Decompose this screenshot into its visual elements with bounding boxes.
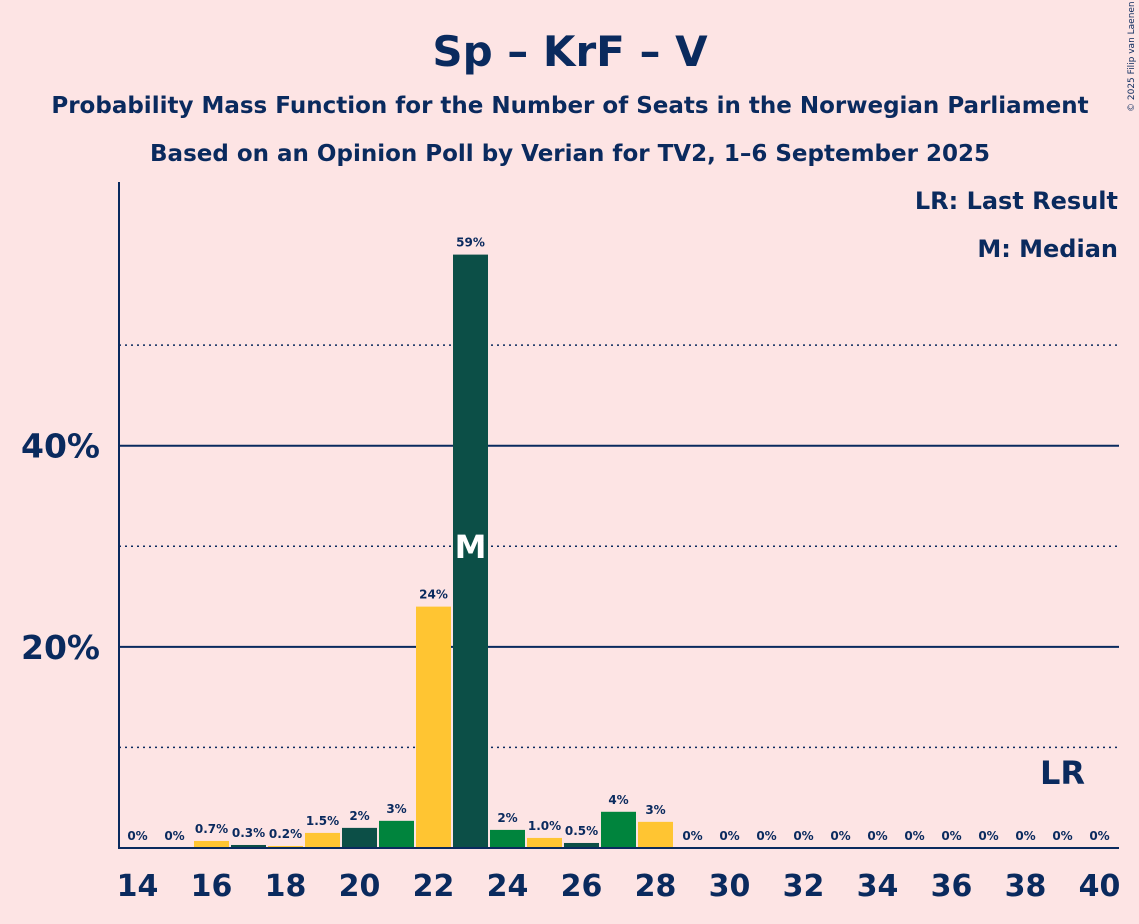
x-tick-label: 22 <box>413 869 455 904</box>
value-label-19: 1.5% <box>306 814 339 828</box>
x-tick-label: 16 <box>191 869 233 904</box>
median-marker: M <box>455 528 487 566</box>
bar-21 <box>379 820 414 848</box>
bar-26 <box>564 842 599 848</box>
x-tick-label: 24 <box>487 869 529 904</box>
chart-title: Sp – KrF – V <box>432 27 708 76</box>
x-tick-label: 40 <box>1079 869 1121 904</box>
bars <box>194 254 673 849</box>
value-label-26: 0.5% <box>565 824 598 838</box>
x-tick-label: 20 <box>339 869 381 904</box>
bar-24 <box>490 829 525 848</box>
grid-lines <box>119 344 1119 749</box>
value-label-15: 0% <box>164 829 184 843</box>
value-label-37: 0% <box>978 829 998 843</box>
value-label-39: 0% <box>1052 829 1072 843</box>
value-label-25: 1.0% <box>528 819 561 833</box>
value-label-33: 0% <box>830 829 850 843</box>
y-tick-labels: 20% 40% <box>21 427 100 667</box>
copyright-notice: © 2025 Filip van Laenen <box>1127 1 1137 112</box>
value-label-31: 0% <box>756 829 776 843</box>
value-label-22: 24% <box>419 588 448 602</box>
x-tick-label: 18 <box>265 869 307 904</box>
value-label-14: 0% <box>127 829 147 843</box>
bar-25 <box>527 837 562 848</box>
last-result-marker: LR <box>1040 754 1085 792</box>
legend-last-result: LR: Last Result <box>915 187 1118 215</box>
value-label-17: 0.3% <box>232 826 265 840</box>
x-tick-labels: 14 16 18 20 22 24 26 28 30 32 34 36 38 40 <box>117 869 1121 904</box>
value-label-18: 0.2% <box>269 827 302 841</box>
chart-subtitle-line-2: Based on an Opinion Poll by Verian for T… <box>150 141 990 167</box>
chart-subtitle-line-1: Probability Mass Function for the Number… <box>51 93 1088 119</box>
x-tick-label: 26 <box>561 869 603 904</box>
value-label-38: 0% <box>1015 829 1035 843</box>
value-label-20: 2% <box>349 809 369 823</box>
bar-22 <box>416 606 451 848</box>
x-tick-label: 34 <box>857 869 899 904</box>
value-label-16: 0.7% <box>195 822 228 836</box>
value-label-36: 0% <box>941 829 961 843</box>
x-tick-label: 38 <box>1005 869 1047 904</box>
x-tick-label: 32 <box>783 869 825 904</box>
x-tick-label: 30 <box>709 869 751 904</box>
value-label-30: 0% <box>719 829 739 843</box>
value-label-35: 0% <box>904 829 924 843</box>
bar-16 <box>194 840 229 848</box>
value-label-27: 4% <box>608 793 628 807</box>
bar-28 <box>638 821 673 848</box>
value-label-21: 3% <box>386 802 406 816</box>
bar-20 <box>342 827 377 848</box>
bar-18 <box>268 845 303 848</box>
x-tick-label: 36 <box>931 869 973 904</box>
value-label-34: 0% <box>867 829 887 843</box>
value-label-24: 2% <box>497 811 517 825</box>
x-tick-label: 14 <box>117 869 159 904</box>
value-label-40: 0% <box>1089 829 1109 843</box>
value-label-29: 0% <box>682 829 702 843</box>
legend-median: M: Median <box>977 235 1118 263</box>
value-labels: 0% 0% 0.7% 0.3% 0.2% 1.5% 2% 3% 24% 59% 2% 1.0% 0.5%… <box>127 236 1109 843</box>
x-tick-label: 28 <box>635 869 677 904</box>
value-label-32: 0% <box>793 829 813 843</box>
value-label-23: 59% <box>456 236 485 250</box>
bar-27 <box>601 811 636 848</box>
y-tick-label: 40% <box>21 427 100 466</box>
bar-17 <box>231 844 266 848</box>
y-tick-label: 20% <box>21 628 100 667</box>
value-label-28: 3% <box>645 803 665 817</box>
bar-19 <box>305 832 340 848</box>
bar-23 <box>453 254 488 849</box>
